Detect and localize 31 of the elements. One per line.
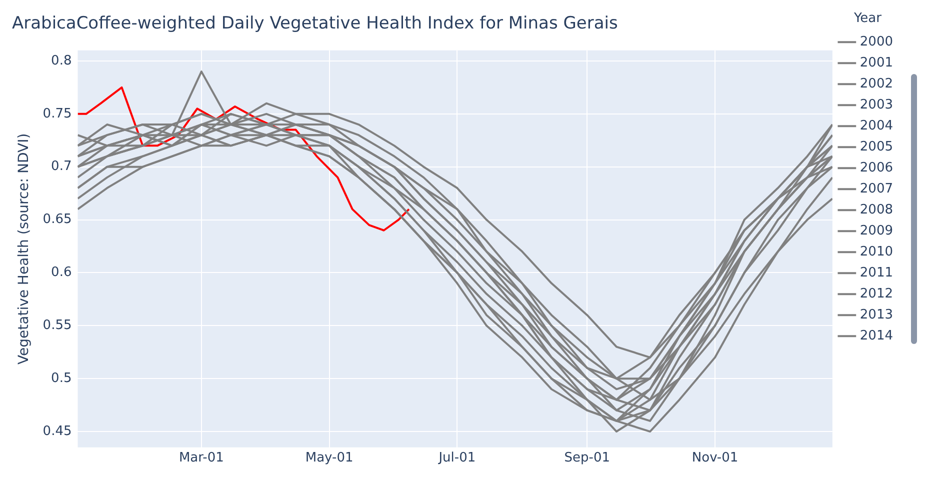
legend-label: 2003 [860, 97, 894, 112]
legend-label: 2004 [860, 118, 894, 134]
legend-label: 2002 [860, 76, 894, 92]
legend-label: 2013 [860, 307, 894, 322]
legend-label: 2007 [860, 181, 894, 196]
y-tick-label: 0.45 [42, 424, 72, 439]
legend-title: Year [852, 10, 882, 26]
x-tick-label: Sep-01 [564, 450, 610, 466]
chart-title: ArabicaCoffee-weighted Daily Vegetative Health Index for Minas Gerais [12, 14, 618, 34]
y-tick-label: 0.75 [42, 106, 72, 122]
y-tick-label: 0.55 [42, 318, 72, 334]
x-tick-label: May-01 [305, 450, 354, 466]
legend-label: 2006 [860, 160, 894, 176]
x-tick-label: Mar-01 [178, 450, 224, 466]
legend-label: 2000 [860, 34, 894, 50]
y-axis-title: Vegetative Health (source: NDVI) [16, 133, 32, 364]
y-tick-label: 0.5 [51, 370, 72, 386]
y-tick-label: 0.65 [42, 212, 72, 228]
x-tick-label: Jul-01 [438, 450, 476, 466]
x-tick-label: Nov-01 [692, 450, 738, 466]
legend-label: 2012 [860, 286, 894, 302]
legend-label: 2011 [860, 265, 894, 280]
legend-label: 2009 [860, 223, 894, 238]
legend-label: 2005 [860, 139, 894, 154]
y-tick-label: 0.6 [51, 265, 72, 280]
y-tick-label: 0.8 [51, 53, 72, 68]
y-tick-label: 0.7 [51, 159, 72, 174]
legend-label: 2014 [860, 328, 894, 344]
legend-label: 2008 [860, 202, 894, 218]
legend-label: 2001 [860, 55, 894, 70]
legend-label: 2010 [860, 244, 894, 260]
